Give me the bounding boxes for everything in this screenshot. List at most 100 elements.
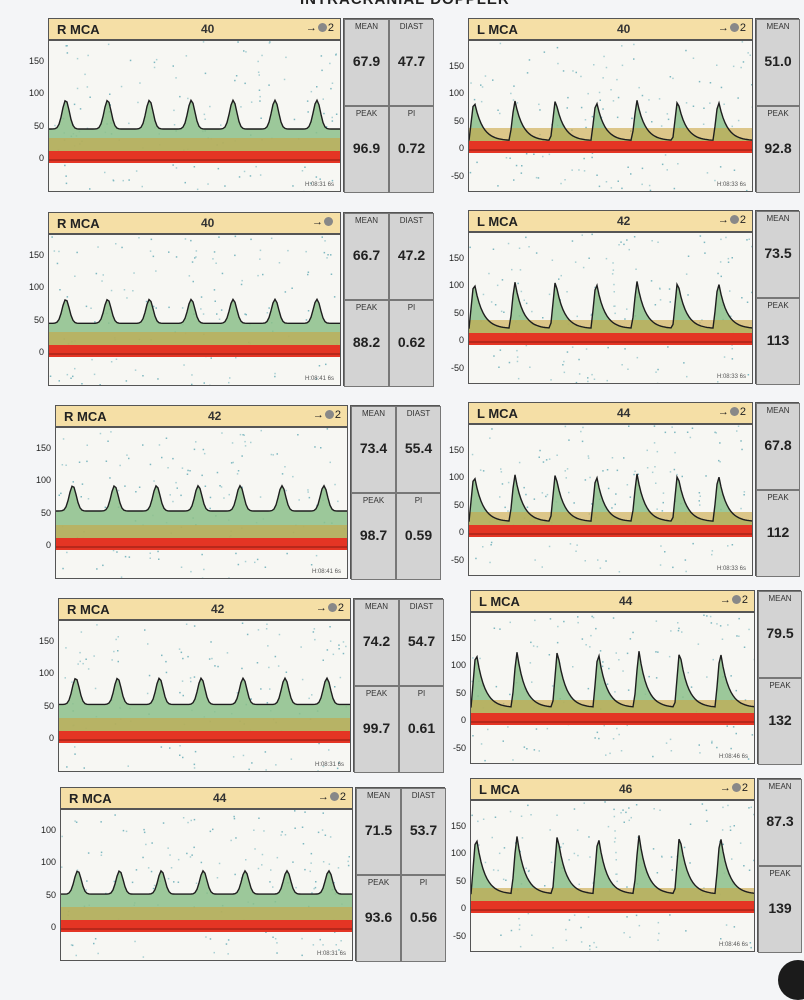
speckle: [668, 288, 671, 290]
measurement-label: MEAN: [361, 409, 386, 418]
speckle: [516, 349, 518, 352]
speckle: [562, 70, 565, 72]
speckle: [169, 747, 171, 749]
speckle: [583, 157, 585, 160]
speckle: [738, 635, 740, 637]
velocity-envelope: [59, 676, 350, 706]
speckle: [257, 71, 260, 73]
speckle: [201, 474, 203, 477]
speckle: [310, 852, 313, 855]
speckle: [120, 85, 123, 88]
speckle: [331, 179, 334, 182]
panel-header: R MCA 44 → 2: [60, 787, 353, 809]
speckle: [509, 157, 511, 159]
speckle: [61, 866, 63, 868]
speckle: [589, 856, 591, 858]
speckle: [585, 348, 588, 350]
speckle: [143, 831, 146, 834]
speckle: [614, 305, 616, 307]
speckle: [751, 734, 754, 736]
y-axis-tick-label: 0: [458, 143, 464, 153]
speckle: [599, 650, 602, 652]
speckle: [484, 861, 487, 864]
speckle: [151, 842, 153, 844]
speckle: [564, 470, 566, 472]
speckle: [595, 946, 598, 948]
speckle: [66, 52, 69, 54]
speckle: [241, 667, 243, 670]
speckle: [477, 820, 479, 823]
speckle: [347, 864, 350, 867]
probe-dot-icon: [329, 792, 339, 801]
speckle: [244, 82, 246, 85]
probe-dot-icon: [731, 595, 741, 604]
velocity-envelope: [56, 484, 347, 512]
speckle: [525, 344, 528, 347]
speckle: [616, 469, 619, 472]
speckle: [498, 366, 500, 368]
speckle: [739, 842, 742, 844]
speckle: [107, 43, 110, 46]
speckle: [580, 106, 583, 109]
speckle: [190, 680, 192, 683]
speckle: [743, 494, 745, 496]
speckle: [307, 271, 310, 273]
speckle: [685, 570, 687, 573]
speckle: [265, 628, 268, 630]
y-axis-tick-label: 0: [460, 903, 466, 913]
speckle: [626, 724, 628, 727]
speckle: [143, 828, 145, 831]
speckle: [333, 296, 336, 298]
doppler-spectrum: H:08:41 6s: [48, 234, 341, 386]
speckle: [86, 86, 89, 88]
y-axis-tick-label: 150: [35, 442, 51, 453]
speckle: [616, 873, 618, 875]
speckle: [597, 559, 599, 561]
speckle: [594, 737, 596, 739]
speckle: [298, 499, 300, 501]
probe-dot-icon: [729, 23, 739, 32]
speckle: [104, 506, 107, 509]
speckle: [492, 248, 495, 250]
doppler-panel-3: R MCA 40 → H:08:41 6s 150 100 50 0 MEAN 66.7 DIAST…: [29, 212, 435, 390]
speckle: [234, 254, 236, 257]
speckle: [170, 867, 173, 869]
speckle: [246, 633, 249, 636]
speckle: [518, 247, 521, 249]
speckle: [269, 41, 271, 43]
y-axis-tick-label: 0: [458, 527, 464, 537]
speckle: [605, 754, 607, 756]
speckle: [683, 846, 686, 849]
speckle: [338, 762, 340, 764]
measurement-mean: MEAN 79.5: [758, 591, 802, 678]
speckle: [240, 283, 243, 286]
speckle: [315, 881, 317, 883]
speckle: [648, 675, 650, 678]
speckle: [235, 552, 237, 555]
speckle: [725, 924, 728, 926]
measurement-value: 88.2: [352, 334, 381, 351]
speckle: [315, 554, 318, 557]
speckle: [727, 545, 729, 547]
speckle: [673, 187, 676, 190]
y-axis-tick-label: 100: [35, 475, 51, 485]
vessel-label: R MCA: [57, 22, 100, 37]
depth-label: 40: [201, 22, 215, 36]
speckle: [228, 577, 230, 578]
speckle: [489, 561, 491, 564]
speckle: [607, 487, 610, 490]
probe-number: 2: [327, 22, 334, 34]
speckle: [72, 481, 74, 483]
measurement-label: MEAN: [364, 602, 389, 611]
spectrum-waveform: [61, 810, 352, 958]
speckle: [235, 837, 237, 839]
speckle: [532, 645, 535, 647]
speckle: [142, 444, 144, 446]
speckle: [237, 41, 239, 43]
speckle: [587, 687, 590, 690]
speckle: [621, 187, 623, 190]
speckle: [285, 56, 287, 59]
speckle: [613, 283, 615, 286]
speckle: [244, 440, 246, 443]
speckle: [182, 756, 184, 759]
